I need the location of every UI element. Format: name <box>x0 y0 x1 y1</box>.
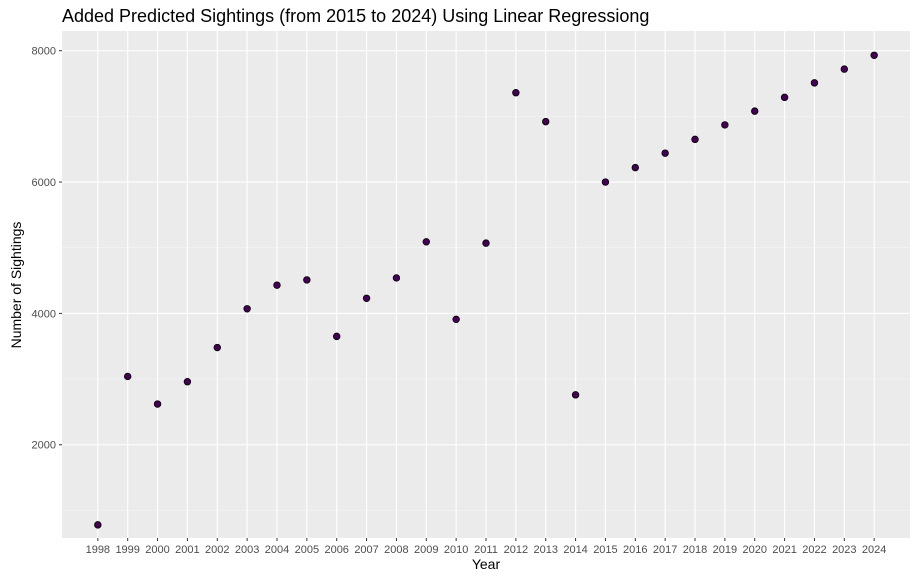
data-point <box>243 305 251 313</box>
data-point <box>691 135 699 144</box>
data-point <box>273 281 281 289</box>
data-point <box>542 117 550 126</box>
data-point <box>303 276 311 284</box>
data-point <box>392 274 401 282</box>
data-point <box>721 121 729 129</box>
x-tick-label: 2021 <box>772 544 796 556</box>
y-tick-label: 2000 <box>32 440 56 452</box>
x-tick-label: 2015 <box>593 544 617 556</box>
x-tick-label: 2024 <box>862 544 886 556</box>
x-tick-label: 2012 <box>504 544 528 556</box>
data-point <box>571 391 580 399</box>
data-point <box>780 93 789 102</box>
data-point <box>751 107 759 115</box>
x-tick-label: 2005 <box>295 544 319 556</box>
x-tick-label: 2014 <box>563 544 587 556</box>
x-tick-label: 2011 <box>474 544 498 556</box>
x-tick-label: 1999 <box>115 544 139 556</box>
x-tick-label: 1998 <box>86 544 110 556</box>
data-point <box>213 343 221 352</box>
chart-title: Added Predicted Sightings (from 2015 to … <box>62 6 650 26</box>
x-tick-label: 2017 <box>653 544 677 556</box>
x-tick-label: 2006 <box>324 544 348 556</box>
x-tick-label: 2023 <box>832 544 856 556</box>
x-tick-label: 2009 <box>414 544 438 556</box>
x-tick-label: 2001 <box>175 544 199 556</box>
x-axis-title: Year <box>471 556 501 572</box>
data-point <box>422 238 430 246</box>
data-point <box>661 149 669 157</box>
data-point <box>333 332 341 341</box>
data-point <box>452 315 460 324</box>
data-point <box>183 377 192 386</box>
x-tick-label: 2022 <box>802 544 826 556</box>
x-tick-label: 2004 <box>265 544 289 556</box>
x-tick-label: 2013 <box>533 544 557 556</box>
data-point <box>482 239 490 247</box>
data-point <box>840 65 849 73</box>
data-point <box>512 89 520 97</box>
x-tick-label: 2000 <box>145 544 169 556</box>
x-tick-label: 2018 <box>683 544 707 556</box>
y-tick-label: 8000 <box>32 46 56 58</box>
x-tick-label: 2007 <box>354 544 378 556</box>
y-tick-label: 6000 <box>32 177 56 189</box>
y-tick-label: 4000 <box>32 308 56 320</box>
data-point <box>94 521 102 529</box>
x-tick-label: 2008 <box>384 544 408 556</box>
data-point <box>631 163 639 172</box>
data-point <box>362 294 371 302</box>
data-point <box>870 51 878 59</box>
data-point <box>601 178 610 186</box>
x-tick-label: 2016 <box>623 544 647 556</box>
x-tick-label: 2020 <box>742 544 766 556</box>
data-point <box>123 372 132 381</box>
x-tick-label: 2019 <box>713 544 737 556</box>
x-tick-label: 2002 <box>205 544 229 556</box>
x-tick-label: 2010 <box>444 544 468 556</box>
data-point <box>153 400 162 408</box>
x-tick-label: 2003 <box>235 544 259 556</box>
data-point <box>810 79 819 87</box>
